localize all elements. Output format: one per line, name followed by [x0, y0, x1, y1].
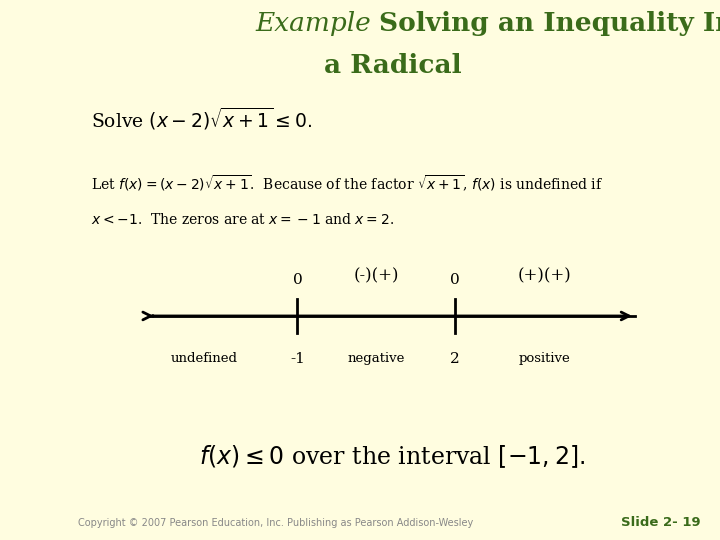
Text: (+)(+): (+)(+) — [518, 268, 572, 285]
Text: $f(x) \leq 0$ over the interval $[-1, 2].$: $f(x) \leq 0$ over the interval $[-1, 2]… — [199, 443, 585, 470]
Text: undefined: undefined — [171, 352, 238, 365]
Text: (-)(+): (-)(+) — [354, 268, 399, 285]
Text: Slide 2- 19: Slide 2- 19 — [621, 516, 701, 530]
Text: 0: 0 — [292, 273, 302, 287]
Text: 0: 0 — [450, 273, 459, 287]
Text: -1: -1 — [290, 352, 305, 366]
Text: Copyright © 2007 Pearson Education, Inc. Publishing as Pearson Addison-Wesley: Copyright © 2007 Pearson Education, Inc.… — [78, 518, 473, 528]
Text: 2: 2 — [450, 352, 459, 366]
Text: negative: negative — [347, 352, 405, 365]
Text: Solve $(x-2)\sqrt{x+1} \leq 0.$: Solve $(x-2)\sqrt{x+1} \leq 0.$ — [91, 106, 312, 132]
Text: Solving an Inequality Involving: Solving an Inequality Involving — [379, 11, 720, 36]
Text: $x < -1$.  The zeros are at $x = -1$ and $x = 2$.: $x < -1$. The zeros are at $x = -1$ and … — [91, 212, 394, 227]
Text: positive: positive — [519, 352, 571, 365]
Text: a Radical: a Radical — [323, 53, 462, 78]
Text: Example: Example — [255, 11, 379, 36]
Text: Let $f(x) = (x-2)\sqrt{x+1}$.  Because of the factor $\sqrt{x+1}$, $f(x)$ is und: Let $f(x) = (x-2)\sqrt{x+1}$. Because of… — [91, 174, 603, 194]
